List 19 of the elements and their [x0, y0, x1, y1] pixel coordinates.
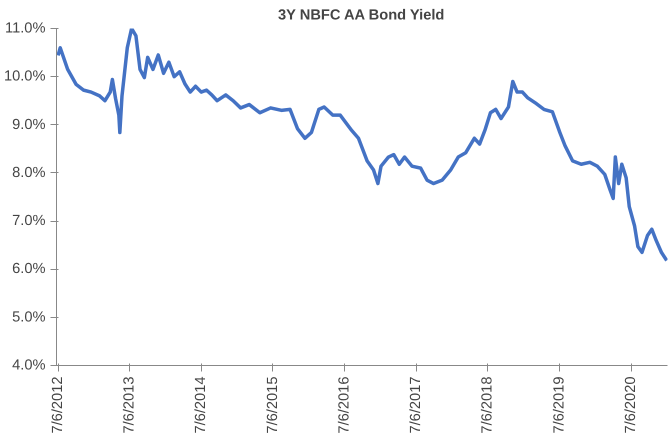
x-tick-label: 7/6/2020 [623, 376, 640, 434]
chart-title: 3Y NBFC AA Bond Yield [278, 8, 444, 24]
y-tick-label: 5.0% [12, 309, 46, 326]
y-tick-label: 4.0% [12, 358, 46, 374]
line-series [56, 28, 668, 262]
x-tick-label: 7/6/2017 [408, 376, 424, 434]
y-tick-label: 10.0% [4, 68, 46, 85]
y-tick-label: 9.0% [12, 116, 46, 133]
x-tick-label: 7/6/2014 [193, 376, 210, 434]
x-tick-label: 7/6/2018 [480, 376, 496, 434]
x-tick-label: 7/6/2019 [551, 376, 568, 434]
y-tick-label: 7.0% [12, 213, 46, 230]
x-tick-label: 7/6/2016 [336, 376, 353, 434]
x-tick-label: 7/6/2012 [50, 376, 66, 434]
x-tick-label: 7/6/2013 [122, 376, 138, 434]
y-tick-label: 8.0% [12, 164, 46, 181]
x-tick-label: 7/6/2015 [264, 376, 281, 434]
y-tick-label: 6.0% [12, 261, 46, 278]
y-tick-label: 11.0% [5, 20, 46, 36]
